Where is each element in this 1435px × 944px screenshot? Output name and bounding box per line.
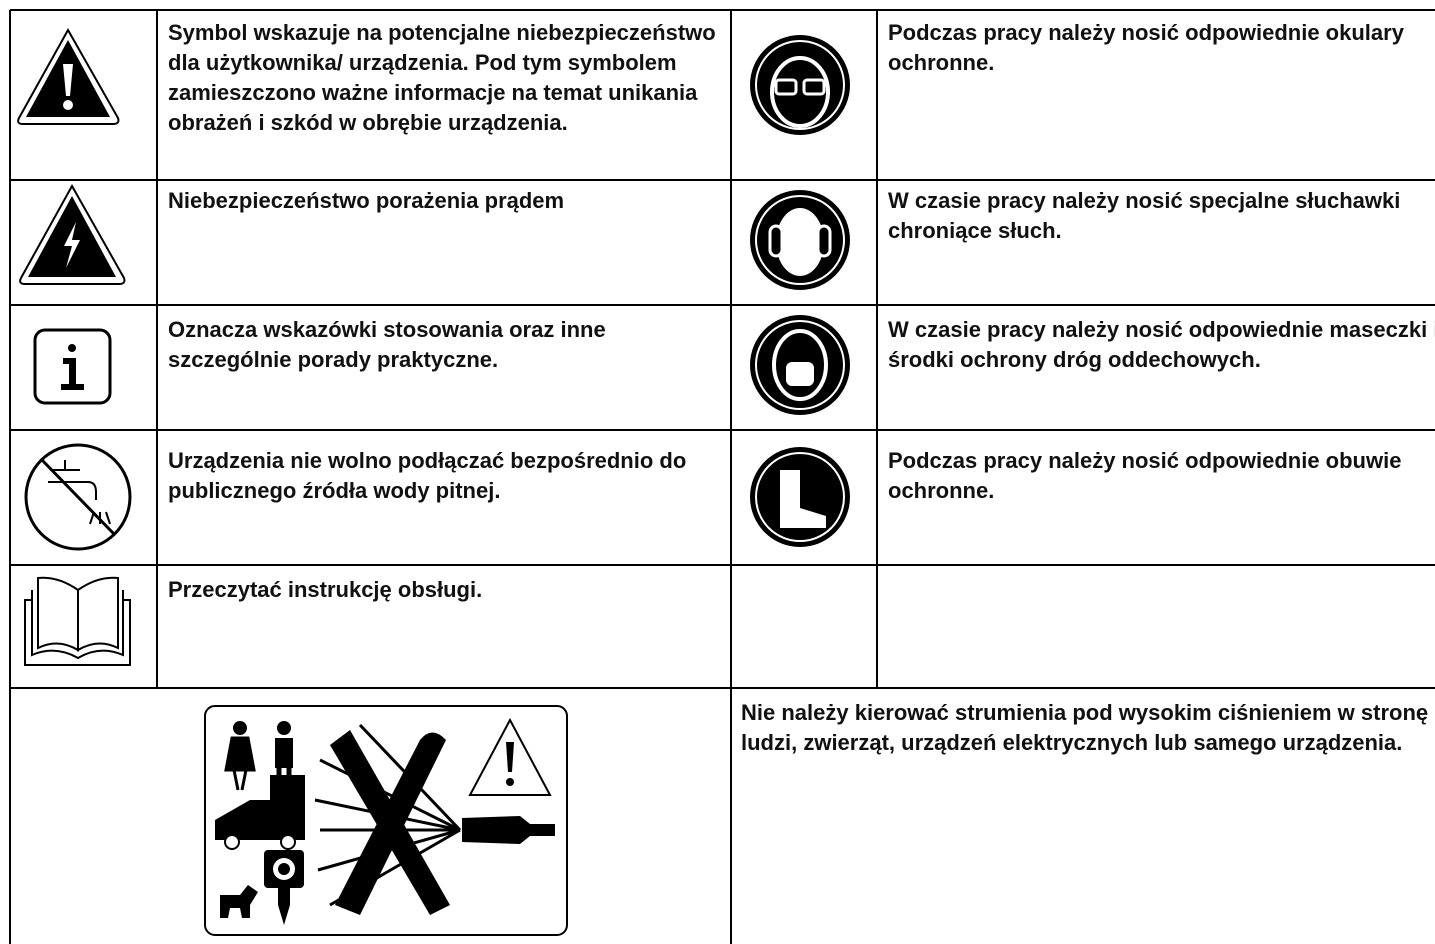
no-drinking-water-icon <box>24 443 132 551</box>
cell-text: Urządzenia nie wolno podłączać bezpośred… <box>168 448 687 503</box>
cell-text: Nie należy kierować strumienia pod wysok… <box>741 700 1429 755</box>
warning-icon <box>17 27 120 125</box>
cell-text: Przeczytać instrukcję obsługi. <box>168 577 483 602</box>
manual-icon <box>24 576 131 666</box>
safety-boots-icon <box>750 447 850 547</box>
electric-icon <box>19 183 126 285</box>
ear-protection-icon <box>750 190 850 290</box>
grid <box>9 9 1435 944</box>
no-spray-pictogram <box>204 705 568 936</box>
mask-icon <box>750 315 850 415</box>
goggles-icon <box>750 35 850 135</box>
cell-text: Podczas pracy należy nosić odpowiednie o… <box>888 20 1404 75</box>
cell-text: W czasie pracy należy nosić odpowiednie … <box>888 317 1435 372</box>
cell-text: Oznacza wskazówki stosowania oraz inne s… <box>168 317 606 372</box>
cell-text: Symbol wskazuje na potencjalne niebezpie… <box>168 20 716 135</box>
info-icon <box>33 328 112 405</box>
cell-text: W czasie pracy należy nosić specjalne sł… <box>888 188 1401 243</box>
cell-text: Niebezpieczeństwo porażenia prądem <box>168 188 565 213</box>
cell-text: Podczas pracy należy nosić odpowiednie o… <box>888 448 1402 503</box>
